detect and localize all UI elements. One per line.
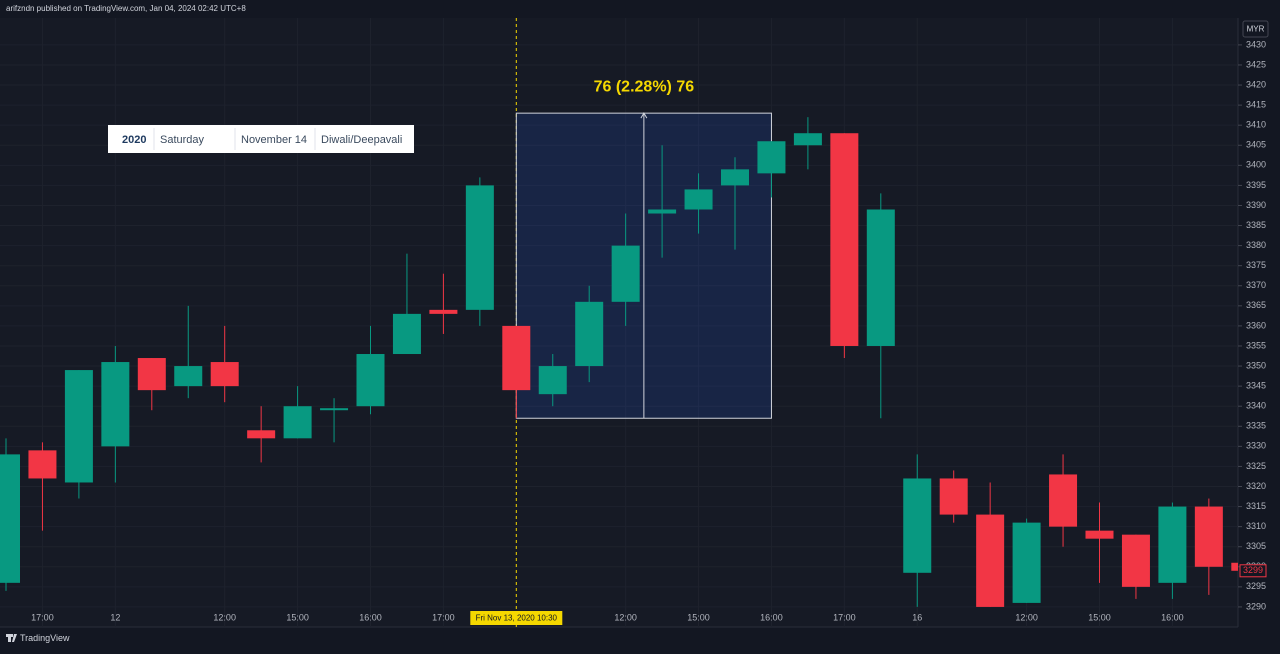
y-tick-label: 3380 xyxy=(1246,240,1266,250)
y-tick-label: 3315 xyxy=(1246,501,1266,511)
candle-body xyxy=(830,133,859,346)
y-tick-label: 3360 xyxy=(1246,320,1266,330)
brand-logo: TradingView xyxy=(6,633,70,643)
y-tick-label: 3355 xyxy=(1246,340,1266,350)
candle-body xyxy=(1085,530,1114,539)
candle-body xyxy=(283,406,312,439)
measure-arrowhead xyxy=(640,112,648,119)
candle-body xyxy=(1231,562,1238,571)
candle-body xyxy=(538,366,567,395)
candle-body xyxy=(1012,522,1041,603)
y-tick-label: 3420 xyxy=(1246,79,1266,89)
x-tick-label: 16:00 xyxy=(760,612,783,622)
candle-body xyxy=(429,309,458,314)
candle-body xyxy=(757,141,786,174)
candle-body xyxy=(1121,534,1150,587)
candle-body xyxy=(64,370,93,483)
y-tick-label: 3410 xyxy=(1246,120,1266,130)
candle-body xyxy=(174,366,203,387)
brand: TradingView xyxy=(20,633,70,643)
y-tick-label: 3340 xyxy=(1246,401,1266,411)
candle-body xyxy=(611,245,640,302)
candle-body xyxy=(721,169,749,186)
y-tick-label: 3365 xyxy=(1246,300,1266,310)
candle-body xyxy=(465,185,494,310)
table-box xyxy=(108,125,414,153)
table-cell: Saturday xyxy=(160,134,205,146)
table-cell: November 14 xyxy=(241,134,307,146)
crosshair-label: Fri Nov 13, 2020 10:30 xyxy=(476,614,558,623)
measure-label: 76 (2.28%) 76 xyxy=(594,78,695,95)
y-tick-label: 3350 xyxy=(1246,360,1266,370)
x-tick-label: 15:00 xyxy=(1088,612,1111,622)
y-tick-label: 3375 xyxy=(1246,260,1266,270)
x-tick-label: 15:00 xyxy=(286,612,309,622)
x-tick-label: 12:00 xyxy=(213,612,236,622)
candle-body xyxy=(356,354,385,407)
candle-body xyxy=(939,478,968,515)
x-tick-label: 12 xyxy=(110,612,120,622)
y-tick-label: 3415 xyxy=(1246,99,1266,109)
currency-button[interactable] xyxy=(1242,20,1269,38)
y-tick-label: 3310 xyxy=(1246,521,1266,531)
candle-body xyxy=(648,209,677,214)
logo-icon xyxy=(6,634,17,642)
table-cell: 2020 xyxy=(122,134,146,146)
last-price-label: 3299 xyxy=(1243,565,1263,575)
candle-body xyxy=(28,450,57,479)
candle-body xyxy=(1158,506,1187,583)
candle-body xyxy=(392,313,421,355)
header: arifzndn published on TradingView.com, J… xyxy=(6,4,246,13)
candle-body xyxy=(793,133,822,146)
y-tick-label: 3385 xyxy=(1246,220,1266,230)
x-tick-label: 17:00 xyxy=(432,612,455,622)
holiday-table: 2020 Saturday November 14 Diwali/Deepava… xyxy=(108,125,414,153)
candle-body xyxy=(210,362,239,387)
y-tick-label: 3320 xyxy=(1246,481,1266,491)
currency[interactable]: MYR xyxy=(1247,25,1265,34)
candle-body xyxy=(0,454,20,583)
y-tick-label: 3295 xyxy=(1246,581,1266,591)
y-tick-label: 3345 xyxy=(1246,381,1266,391)
candle-body xyxy=(1049,474,1078,527)
candle-body xyxy=(903,478,932,573)
y-tick-label: 3405 xyxy=(1246,140,1266,150)
y-tick-label: 3330 xyxy=(1246,441,1266,451)
candle-body xyxy=(320,408,349,411)
x-tick-label: 17:00 xyxy=(31,612,54,622)
table-cell: Diwali/Deepavali xyxy=(321,134,402,146)
y-tick-label: 3305 xyxy=(1246,541,1266,551)
last-price-box xyxy=(1239,564,1267,578)
y-tick-label: 3370 xyxy=(1246,280,1266,290)
candle-body xyxy=(976,514,1005,607)
y-tick-label: 3390 xyxy=(1246,200,1266,210)
x-tick-label: 12:00 xyxy=(614,612,637,622)
candle-body xyxy=(1194,506,1223,567)
y-tick-label: 3395 xyxy=(1246,180,1266,190)
y-tick-label: 3335 xyxy=(1246,421,1266,431)
x-tick-label: 17:00 xyxy=(833,612,856,622)
x-tick-label: 16 xyxy=(912,612,922,622)
x-tick-label: 15:00 xyxy=(687,612,710,622)
x-tick-label: 16:00 xyxy=(359,612,382,622)
crosshair-label-box xyxy=(470,611,563,625)
candle-body xyxy=(101,362,130,447)
y-tick-label: 3325 xyxy=(1246,461,1266,471)
candle-body xyxy=(575,301,604,367)
candle-body xyxy=(137,358,166,391)
candle-body xyxy=(247,430,276,439)
x-tick-label: 12:00 xyxy=(1015,612,1038,622)
candle-body xyxy=(684,189,713,210)
candle-body xyxy=(866,209,895,346)
y-tick-label: 3425 xyxy=(1246,59,1266,69)
y-tick-label: 3400 xyxy=(1246,160,1266,170)
candle-body xyxy=(502,325,531,391)
x-tick-label: 16:00 xyxy=(1161,612,1184,622)
y-tick-label: 3430 xyxy=(1246,39,1266,49)
y-tick-label: 3290 xyxy=(1246,601,1266,611)
